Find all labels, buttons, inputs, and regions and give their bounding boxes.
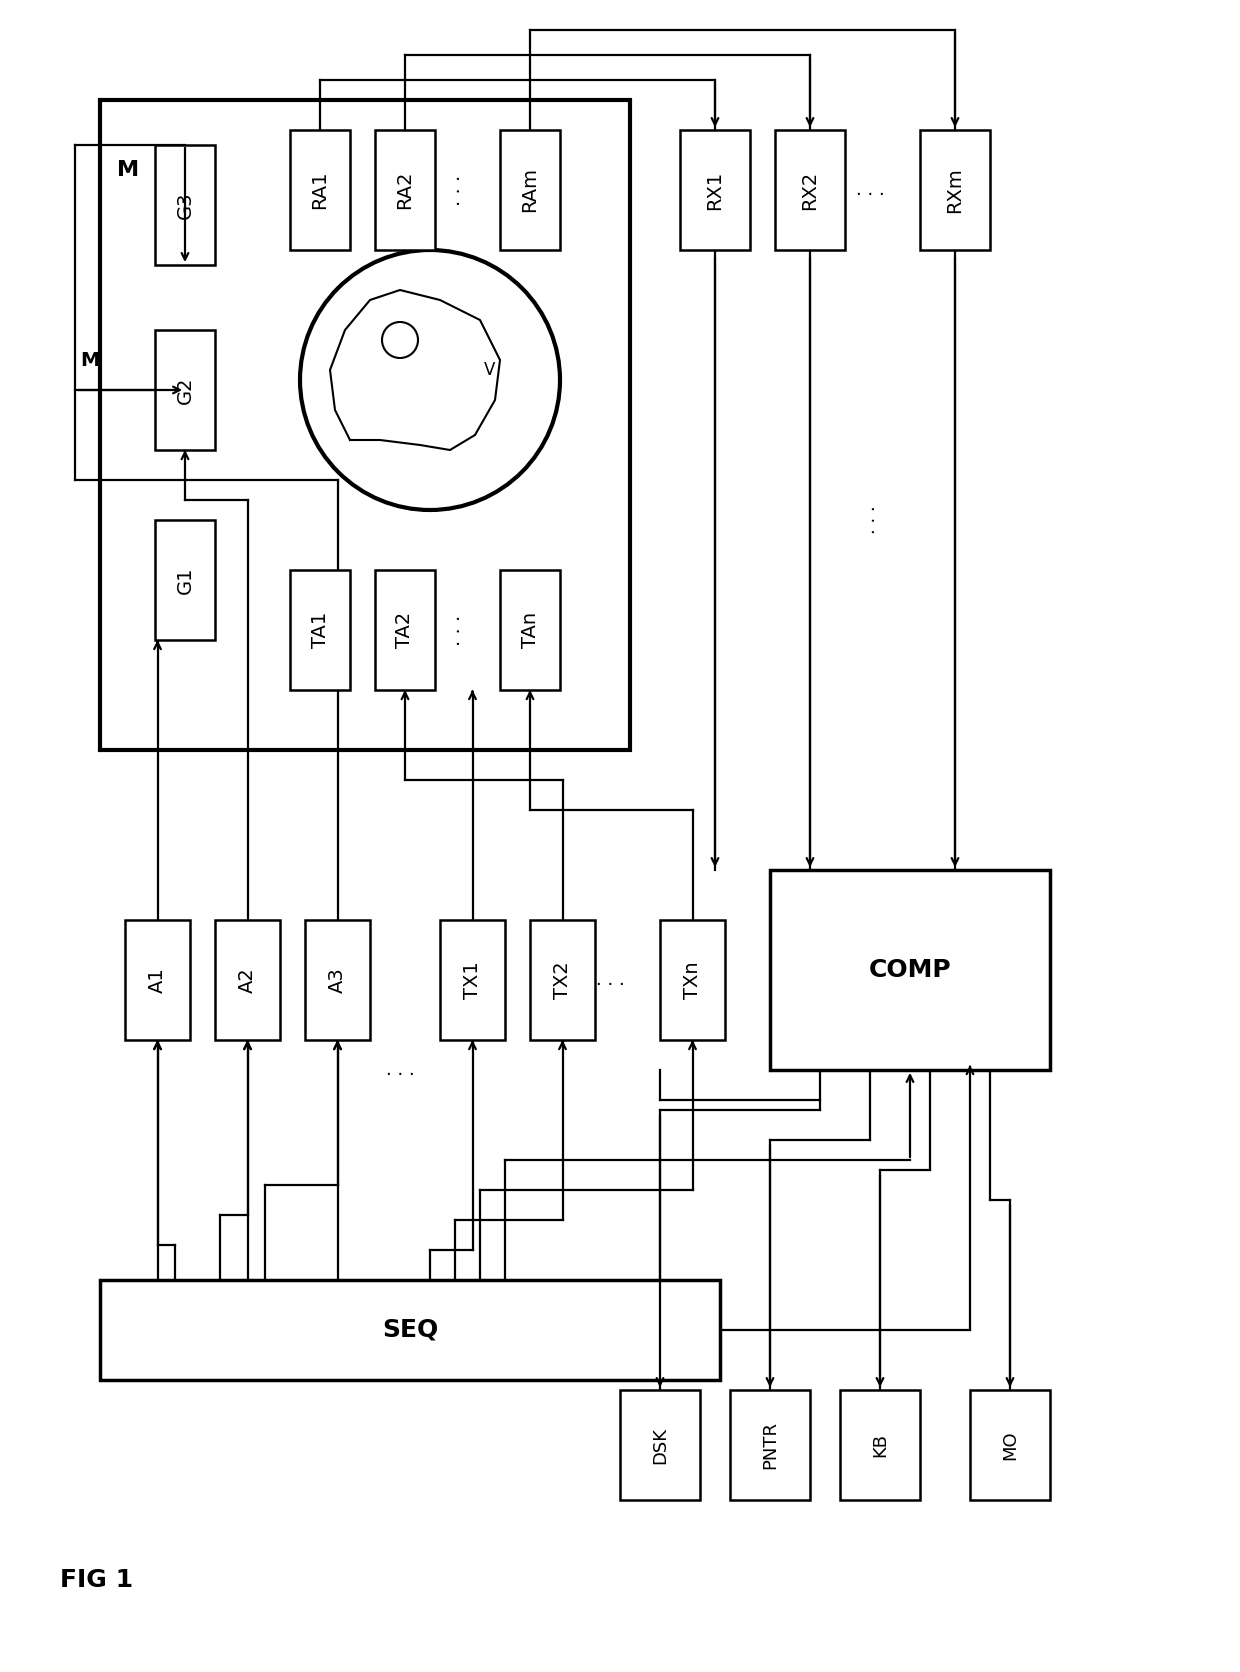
Text: A1: A1 <box>148 966 167 993</box>
Text: COMP: COMP <box>869 958 951 981</box>
Bar <box>155 329 215 450</box>
Text: TA1: TA1 <box>310 612 330 649</box>
Text: RX1: RX1 <box>706 171 724 209</box>
Text: TAn: TAn <box>521 612 539 649</box>
Bar <box>290 570 350 691</box>
Bar <box>290 130 350 251</box>
Bar <box>660 920 725 1040</box>
Text: . . .: . . . <box>595 971 625 990</box>
Text: FIG 1: FIG 1 <box>60 1568 133 1592</box>
Text: TXn: TXn <box>683 961 702 998</box>
Text: RXm: RXm <box>945 167 965 212</box>
Text: KB: KB <box>870 1433 889 1456</box>
Text: A2: A2 <box>238 966 257 993</box>
Bar <box>920 130 990 251</box>
Bar <box>620 1389 701 1500</box>
Bar <box>770 869 1050 1070</box>
Bar <box>500 130 560 251</box>
Bar <box>215 920 280 1040</box>
Text: . . .: . . . <box>445 174 465 206</box>
Text: RA1: RA1 <box>310 171 330 209</box>
Text: M: M <box>117 161 139 181</box>
Text: RAm: RAm <box>521 167 539 212</box>
Bar <box>775 130 844 251</box>
Bar <box>374 130 435 251</box>
Text: G2: G2 <box>176 376 195 403</box>
Bar <box>155 520 215 640</box>
Bar <box>440 920 505 1040</box>
Bar <box>305 920 370 1040</box>
Text: G3: G3 <box>176 191 195 219</box>
Text: . . .: . . . <box>386 1062 414 1078</box>
Bar <box>125 920 190 1040</box>
Text: RA2: RA2 <box>396 171 414 209</box>
Text: V: V <box>485 361 496 380</box>
Text: . . .: . . . <box>861 505 879 535</box>
Bar <box>529 920 595 1040</box>
Bar <box>100 100 630 751</box>
Bar <box>500 570 560 691</box>
Bar <box>730 1389 810 1500</box>
Text: PNTR: PNTR <box>761 1421 779 1470</box>
Text: . . .: . . . <box>856 181 884 199</box>
Bar <box>155 145 215 264</box>
Text: A3: A3 <box>329 966 347 993</box>
Text: TX1: TX1 <box>463 961 482 998</box>
Text: SEQ: SEQ <box>382 1318 438 1343</box>
Text: TX2: TX2 <box>553 961 572 998</box>
Bar <box>839 1389 920 1500</box>
Bar <box>374 570 435 691</box>
Ellipse shape <box>300 251 560 510</box>
Bar <box>970 1389 1050 1500</box>
Text: M: M <box>81 351 99 370</box>
Text: TA2: TA2 <box>396 612 414 649</box>
Text: . . .: . . . <box>445 614 465 645</box>
Bar <box>680 130 750 251</box>
Text: DSK: DSK <box>651 1426 670 1463</box>
Text: RX2: RX2 <box>801 171 820 209</box>
Bar <box>100 1281 720 1379</box>
Text: G1: G1 <box>176 567 195 594</box>
Text: MO: MO <box>1001 1430 1019 1460</box>
